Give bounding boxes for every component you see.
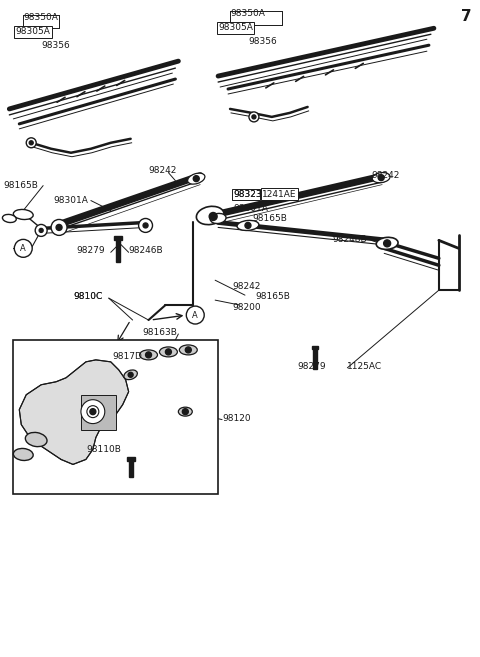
Circle shape [139, 219, 153, 233]
Ellipse shape [13, 210, 33, 219]
Text: 98120: 98120 [222, 414, 251, 422]
Text: 9810C: 9810C [73, 292, 102, 301]
Circle shape [252, 115, 256, 119]
Ellipse shape [25, 432, 47, 447]
Text: 98301A: 98301A [53, 196, 88, 204]
Ellipse shape [140, 350, 157, 360]
Bar [129, 461, 132, 478]
Circle shape [39, 229, 43, 233]
Text: 98356: 98356 [248, 37, 276, 46]
Circle shape [87, 405, 99, 418]
Bar [127, 457, 134, 461]
Circle shape [245, 223, 251, 229]
Text: A: A [192, 311, 198, 319]
Text: 98301A: 98301A [233, 204, 268, 212]
Circle shape [128, 373, 133, 377]
Text: 98305A: 98305A [218, 23, 253, 32]
Ellipse shape [179, 407, 192, 416]
Circle shape [209, 212, 217, 221]
Ellipse shape [372, 173, 390, 183]
Text: 98323: 98323 [233, 190, 262, 198]
Ellipse shape [188, 173, 205, 184]
Circle shape [182, 409, 188, 415]
Ellipse shape [2, 214, 16, 223]
Bar [13, 340, 218, 494]
Text: 98242: 98242 [148, 166, 177, 175]
Circle shape [166, 349, 171, 355]
Circle shape [51, 219, 67, 235]
Ellipse shape [210, 214, 226, 223]
Circle shape [29, 141, 33, 145]
Text: 98279: 98279 [76, 246, 105, 256]
Text: 98163B: 98163B [143, 328, 178, 337]
Text: 98248B: 98248B [333, 235, 367, 244]
Circle shape [143, 223, 148, 228]
Circle shape [26, 138, 36, 148]
Circle shape [90, 409, 96, 415]
Text: 98242: 98242 [371, 171, 400, 179]
Circle shape [81, 399, 105, 424]
Text: 98350A: 98350A [230, 9, 265, 18]
Circle shape [193, 175, 199, 181]
Polygon shape [81, 395, 116, 430]
Polygon shape [19, 360, 129, 464]
Text: 98242: 98242 [232, 283, 261, 291]
Circle shape [378, 175, 384, 181]
Bar [312, 349, 316, 369]
Ellipse shape [196, 206, 224, 225]
Ellipse shape [180, 345, 197, 355]
Circle shape [145, 352, 152, 358]
Ellipse shape [124, 370, 137, 380]
Text: 98323: 98323 [233, 190, 262, 198]
Ellipse shape [376, 237, 398, 250]
Text: 1125AC: 1125AC [348, 362, 383, 371]
Ellipse shape [237, 220, 259, 231]
Text: 98350A: 98350A [23, 13, 58, 22]
Ellipse shape [159, 347, 178, 357]
Text: 98165B: 98165B [3, 181, 38, 190]
Bar [114, 237, 122, 240]
Text: 98110B: 98110B [86, 445, 121, 453]
Circle shape [56, 225, 62, 231]
Text: 9817D: 9817D [113, 352, 143, 361]
Circle shape [35, 225, 47, 237]
Circle shape [249, 112, 259, 122]
Bar [312, 346, 318, 349]
Text: 98200: 98200 [232, 303, 261, 312]
Circle shape [185, 347, 192, 353]
Text: 98356: 98356 [41, 41, 70, 50]
Text: A: A [20, 244, 26, 253]
Bar [116, 240, 120, 262]
Text: 98305A: 98305A [15, 28, 50, 36]
Text: 98279: 98279 [298, 362, 326, 371]
Bar [232, 189, 260, 200]
Text: 1241AE: 1241AE [262, 190, 296, 198]
Text: 9810C: 9810C [73, 292, 102, 301]
Circle shape [384, 240, 391, 247]
Ellipse shape [13, 449, 33, 461]
Circle shape [186, 306, 204, 324]
Text: 7: 7 [461, 9, 471, 24]
Text: 98246B: 98246B [129, 246, 163, 256]
Text: 98165B: 98165B [252, 214, 287, 223]
Text: 98165B: 98165B [255, 292, 290, 301]
Circle shape [14, 239, 32, 258]
